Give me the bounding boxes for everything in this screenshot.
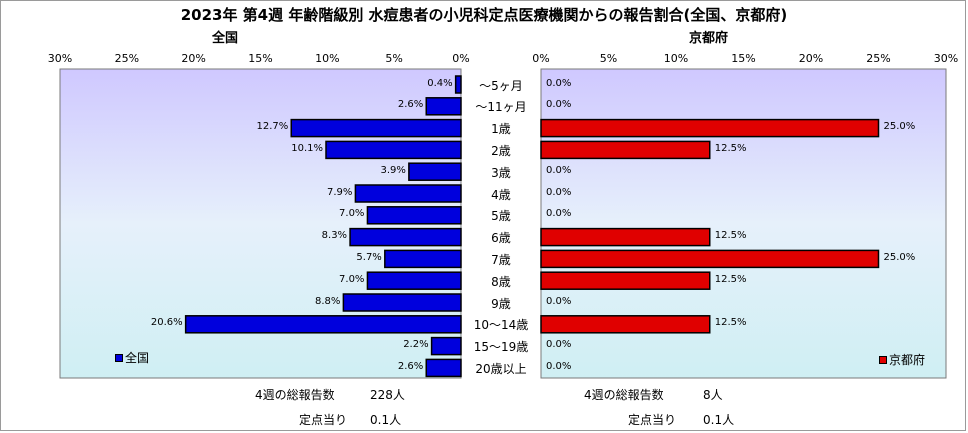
kyoto-bar xyxy=(540,227,711,247)
age-category-label: 6歳 xyxy=(491,231,511,246)
national-bar xyxy=(454,75,462,94)
kyoto-axis-tick: 10% xyxy=(663,52,689,65)
age-category-label: 9歳 xyxy=(491,296,511,311)
kyoto-data-label: 0.0% xyxy=(546,77,572,89)
national-legend: 全国 xyxy=(115,349,149,366)
national-axis-tick: 0% xyxy=(452,52,470,65)
national-legend-label: 全国 xyxy=(125,351,150,365)
national-data-label: 12.7% xyxy=(256,121,289,133)
kyoto-panel-title: 京都府 xyxy=(689,31,729,46)
national-bar xyxy=(425,358,462,378)
kyoto-axis-tick: 25% xyxy=(866,52,891,65)
kyoto-axis-tick: 20% xyxy=(798,52,824,65)
national-data-label: 2.6% xyxy=(397,360,424,372)
national-data-label: 2.6% xyxy=(397,99,424,111)
kyoto-data-label: 0.0% xyxy=(546,208,572,220)
kyoto-data-label: 25.0% xyxy=(883,121,916,133)
kyoto-per-label: 定点当り xyxy=(628,413,677,427)
kyoto-axis-tick: 15% xyxy=(731,52,756,65)
kyoto-bar xyxy=(540,249,880,269)
national-axis-tick: 25% xyxy=(114,52,140,65)
national-total-value: 228人 xyxy=(370,388,405,402)
national-bar xyxy=(430,336,462,356)
national-data-label: 8.8% xyxy=(314,295,341,307)
kyoto-legend-label: 京都府 xyxy=(889,353,926,367)
kyoto-axis-tick: 0% xyxy=(532,52,550,65)
national-axis-tick: 20% xyxy=(181,52,206,65)
national-axis-tick: 30% xyxy=(47,52,73,65)
kyoto-bar xyxy=(540,271,711,290)
age-category-label: 7歳 xyxy=(491,252,511,267)
kyoto-axis-tick: 30% xyxy=(933,52,959,65)
kyoto-bar xyxy=(540,140,711,160)
national-data-label: 7.9% xyxy=(327,186,353,198)
national-bar xyxy=(366,271,462,290)
kyoto-total-label: 4週の総報告数 xyxy=(584,388,664,402)
national-data-label: 20.6% xyxy=(150,317,183,329)
age-category-label: 8歳 xyxy=(491,274,511,289)
national-data-label: 8.3% xyxy=(321,230,348,242)
age-category-label: ～11ヶ月 xyxy=(475,100,527,115)
national-panel-title: 全国 xyxy=(212,31,239,46)
age-category-label: 10～14歳 xyxy=(473,318,529,333)
national-bar xyxy=(349,227,462,247)
kyoto-data-label: 12.5% xyxy=(714,230,747,242)
kyoto-bar xyxy=(540,118,880,138)
kyoto-per-value: 0.1人 xyxy=(703,413,735,427)
kyoto-bar xyxy=(540,315,711,334)
national-bar xyxy=(342,293,462,312)
national-bar xyxy=(290,118,462,138)
kyoto-data-label: 0.0% xyxy=(546,360,572,372)
age-category-label: ～5ヶ月 xyxy=(479,78,523,93)
national-data-label: 3.9% xyxy=(380,164,406,176)
age-category-label: 20歳以上 xyxy=(475,361,527,376)
age-category-label: 15～19歳 xyxy=(473,340,529,355)
national-legend-swatch xyxy=(115,353,123,362)
national-axis-tick: 15% xyxy=(248,52,273,65)
national-bar xyxy=(408,162,462,181)
kyoto-data-label: 0.0% xyxy=(546,295,572,307)
kyoto-legend-swatch xyxy=(879,355,887,364)
national-bar xyxy=(354,184,462,203)
national-data-label: 7.0% xyxy=(339,273,365,285)
national-bar xyxy=(366,206,462,225)
kyoto-total-value: 8人 xyxy=(703,388,723,402)
kyoto-data-label: 12.5% xyxy=(714,273,747,285)
national-total-label: 4週の総報告数 xyxy=(255,388,335,402)
kyoto-data-label: 12.5% xyxy=(714,142,747,154)
age-category-label: 3歳 xyxy=(491,165,511,180)
age-category-label: 1歳 xyxy=(491,122,511,137)
national-bar xyxy=(425,97,462,116)
national-data-label: 0.4% xyxy=(427,77,453,89)
age-category-label: 5歳 xyxy=(491,209,511,224)
national-bar xyxy=(384,249,462,269)
national-data-label: 2.2% xyxy=(403,339,429,351)
kyoto-data-label: 25.0% xyxy=(883,251,916,263)
kyoto-data-label: 12.5% xyxy=(714,317,747,329)
national-per-value: 0.1人 xyxy=(370,413,402,427)
national-data-label: 5.7% xyxy=(356,251,382,263)
national-bar xyxy=(184,315,462,334)
national-axis-tick: 10% xyxy=(315,52,340,65)
national-per-label: 定点当り xyxy=(299,413,348,427)
kyoto-legend: 京都府 xyxy=(879,351,925,368)
kyoto-data-label: 0.0% xyxy=(546,99,572,111)
kyoto-data-label: 0.0% xyxy=(546,164,572,176)
national-data-label: 7.0% xyxy=(339,208,365,220)
chart-title: 2023年 第4週 年齢階級別 水痘患者の小児科定点医療機関からの報告割合(全国… xyxy=(180,6,788,24)
kyoto-data-label: 0.0% xyxy=(546,186,572,198)
age-category-label: 2歳 xyxy=(491,143,511,158)
national-bar xyxy=(325,140,462,160)
kyoto-data-label: 0.0% xyxy=(546,339,572,351)
kyoto-axis-tick: 5% xyxy=(599,52,618,65)
national-axis-tick: 5% xyxy=(385,52,403,65)
national-data-label: 10.1% xyxy=(291,142,323,154)
age-category-label: 4歳 xyxy=(491,187,511,202)
